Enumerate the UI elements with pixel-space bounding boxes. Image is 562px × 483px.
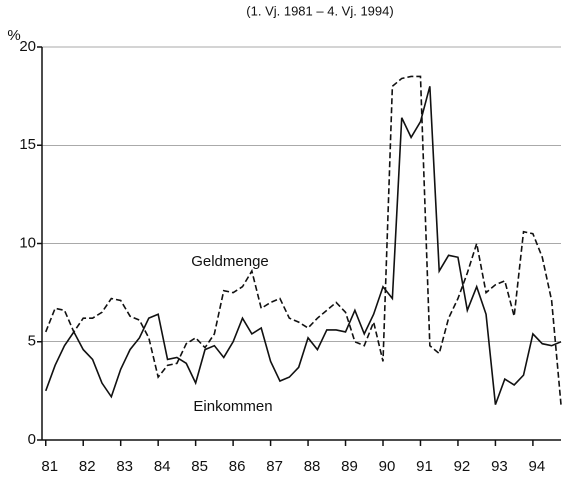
x-tick-label: 81 [41,458,58,475]
x-tick-label: 89 [341,458,358,475]
x-tick-label: 90 [379,458,396,475]
x-tick-label: 83 [116,458,133,475]
x-tick-label: 88 [304,458,321,475]
series-label: Geldmenge [191,253,269,270]
x-tick-label: 86 [229,458,246,475]
x-tick-label: 85 [191,458,208,475]
y-tick-label: 20 [19,38,36,55]
x-tick-label: 82 [79,458,96,475]
y-tick-label: 5 [28,333,36,350]
x-tick-label: 87 [266,458,283,475]
line-series [44,86,562,405]
chart-subtitle: (1. Vj. 1981 – 4. Vj. 1994) [246,3,393,18]
x-tick-label: 92 [454,458,471,475]
x-tick-label: 93 [491,458,508,475]
y-tick-label: 0 [28,431,36,448]
series-label: Einkommen [193,398,272,415]
x-tick-label: 84 [154,458,171,475]
y-axis-label: % [7,27,20,44]
line-series [45,75,562,405]
x-tick-label: 94 [529,458,546,475]
x-tick-label: 91 [416,458,433,475]
y-tick-label: 15 [19,136,36,153]
y-tick-label: 10 [19,234,36,251]
